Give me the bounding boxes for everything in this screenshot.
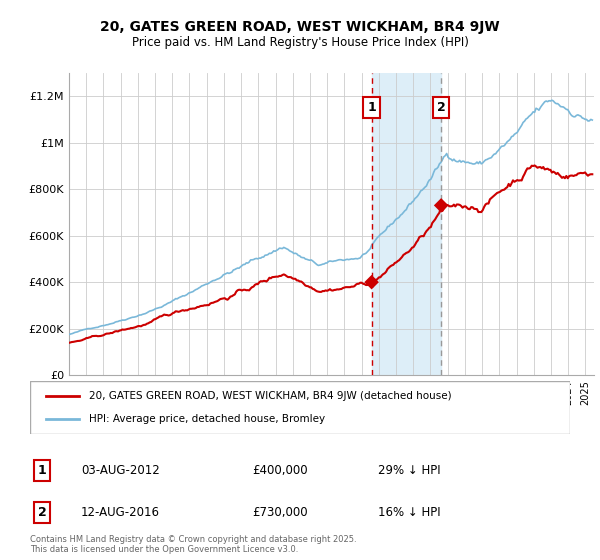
Text: 20, GATES GREEN ROAD, WEST WICKHAM, BR4 9JW: 20, GATES GREEN ROAD, WEST WICKHAM, BR4 … — [100, 20, 500, 34]
Text: Contains HM Land Registry data © Crown copyright and database right 2025.
This d: Contains HM Land Registry data © Crown c… — [30, 535, 356, 554]
Text: HPI: Average price, detached house, Bromley: HPI: Average price, detached house, Brom… — [89, 414, 326, 424]
Text: 2: 2 — [38, 506, 46, 519]
Text: 20, GATES GREEN ROAD, WEST WICKHAM, BR4 9JW (detached house): 20, GATES GREEN ROAD, WEST WICKHAM, BR4 … — [89, 391, 452, 401]
Point — [436, 201, 446, 210]
Text: 1: 1 — [38, 464, 46, 477]
Bar — [371, 73, 441, 375]
Text: 12-AUG-2016: 12-AUG-2016 — [81, 506, 160, 519]
Text: Price paid vs. HM Land Registry's House Price Index (HPI): Price paid vs. HM Land Registry's House … — [131, 36, 469, 49]
Text: 16% ↓ HPI: 16% ↓ HPI — [378, 506, 440, 519]
Point — [367, 278, 376, 287]
Text: 03-AUG-2012: 03-AUG-2012 — [81, 464, 160, 477]
Text: £400,000: £400,000 — [252, 464, 308, 477]
Text: £730,000: £730,000 — [252, 506, 308, 519]
Text: 1: 1 — [367, 101, 376, 114]
Text: 2: 2 — [437, 101, 446, 114]
Text: 29% ↓ HPI: 29% ↓ HPI — [378, 464, 440, 477]
